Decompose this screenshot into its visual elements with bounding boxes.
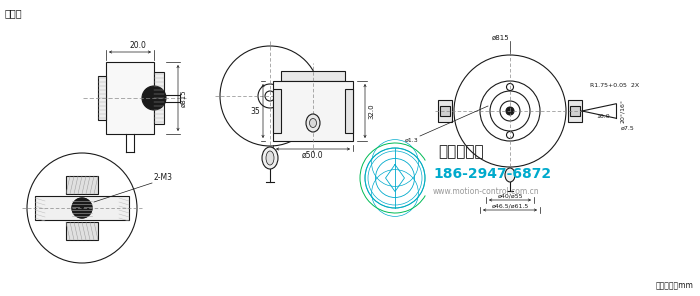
Circle shape xyxy=(142,86,166,110)
Circle shape xyxy=(80,207,83,210)
Bar xyxy=(568,100,582,122)
Bar xyxy=(345,89,353,133)
Circle shape xyxy=(72,198,92,218)
Bar xyxy=(438,100,452,122)
Text: 20°/16°: 20°/16° xyxy=(620,99,625,123)
Text: ø815: ø815 xyxy=(181,89,187,107)
Bar xyxy=(66,176,98,194)
Text: 186-2947-6872: 186-2947-6872 xyxy=(433,167,551,181)
Text: ø40/ø55: ø40/ø55 xyxy=(497,193,523,198)
Text: ø7.5: ø7.5 xyxy=(621,126,635,131)
Circle shape xyxy=(506,107,514,115)
Text: 35: 35 xyxy=(251,107,260,115)
Ellipse shape xyxy=(505,168,515,182)
Bar xyxy=(570,106,580,116)
Bar xyxy=(273,81,353,141)
Text: ø50.0: ø50.0 xyxy=(302,151,324,160)
Bar xyxy=(440,106,450,116)
Text: 20.0: 20.0 xyxy=(130,41,146,50)
Bar xyxy=(35,196,129,220)
Text: www.motion-control.com.cn: www.motion-control.com.cn xyxy=(433,187,540,197)
Text: 盲孔軸: 盲孔軸 xyxy=(5,8,22,18)
Text: ø46.5/ø61.5: ø46.5/ø61.5 xyxy=(491,203,528,208)
Ellipse shape xyxy=(262,147,278,169)
Text: 32.0: 32.0 xyxy=(368,103,374,119)
Bar xyxy=(66,222,98,240)
Text: 西安德伍拓: 西安德伍拓 xyxy=(438,144,484,160)
Text: 尺寸單位：mm: 尺寸單位：mm xyxy=(655,281,693,290)
Text: ø1.3: ø1.3 xyxy=(405,138,418,143)
Text: 2-M3: 2-M3 xyxy=(153,173,172,182)
Ellipse shape xyxy=(309,118,316,128)
Bar xyxy=(154,72,164,124)
Bar xyxy=(281,71,345,81)
Bar xyxy=(106,62,154,134)
Text: 16.0: 16.0 xyxy=(596,114,610,119)
Text: ø815: ø815 xyxy=(492,35,510,41)
Bar xyxy=(273,89,281,133)
Bar xyxy=(98,76,106,120)
Text: R1.75+0.05  2X: R1.75+0.05 2X xyxy=(590,83,639,88)
Ellipse shape xyxy=(266,151,274,165)
Ellipse shape xyxy=(306,114,320,132)
